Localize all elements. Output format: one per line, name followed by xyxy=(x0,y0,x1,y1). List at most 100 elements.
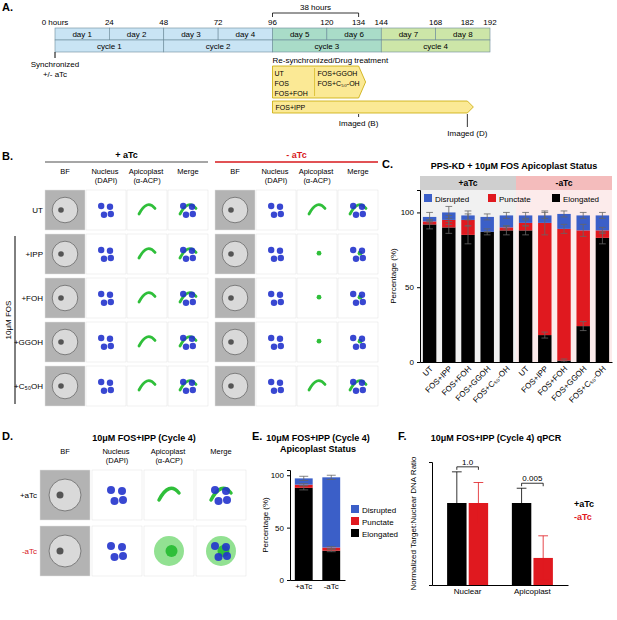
error-cap xyxy=(522,219,529,220)
error-cap xyxy=(299,485,308,486)
tick-label: 50 xyxy=(275,524,284,533)
error-cap xyxy=(522,218,529,219)
error-cap xyxy=(299,485,308,486)
nucleus xyxy=(271,212,277,218)
nucleus xyxy=(190,387,196,393)
micrograph-frame xyxy=(215,278,255,318)
treatment-label: FOS xyxy=(275,80,290,87)
micrograph xyxy=(215,234,255,274)
micrograph xyxy=(45,234,85,274)
nucleus xyxy=(215,553,223,561)
micrograph-frame xyxy=(256,322,296,362)
error-cap xyxy=(522,234,529,235)
apicoplast xyxy=(139,293,155,302)
treatment-label: UT xyxy=(275,70,285,77)
nucleus xyxy=(353,300,359,306)
error-cap xyxy=(445,218,452,219)
apicoplast xyxy=(139,337,155,346)
nucleus xyxy=(183,256,189,262)
chart: +aTc-aTc050100UTFOS+IPPFOS+FOHFOS+GGOHFO… xyxy=(389,161,613,405)
micrographs-b: + aTcBFNucleus (DAPI)Apicoplast (α-ACP)M… xyxy=(4,150,378,406)
error-cap xyxy=(426,222,433,223)
micrograph-frame xyxy=(256,190,296,230)
days-label: day 4 xyxy=(236,30,256,39)
error-cap xyxy=(465,219,472,220)
error-line xyxy=(564,224,565,233)
nucleus xyxy=(101,256,107,262)
tick: 0 xyxy=(280,576,290,585)
error-line xyxy=(506,212,507,218)
error-bar xyxy=(299,484,308,486)
cell-feature xyxy=(228,295,234,301)
nucleus xyxy=(101,344,107,350)
nucleus xyxy=(350,291,356,297)
panel-letter: E. xyxy=(252,430,262,442)
error-line xyxy=(487,214,488,220)
micrograph-frame xyxy=(215,366,255,406)
cell-outline xyxy=(52,373,78,399)
error-bar xyxy=(299,486,308,490)
nucleus xyxy=(271,344,277,350)
annotation: 0.005 xyxy=(522,474,543,483)
error-cap xyxy=(503,225,510,226)
micrograph-frame xyxy=(338,322,378,362)
nucleus xyxy=(350,335,356,341)
error-line xyxy=(564,359,565,362)
divider xyxy=(314,68,315,96)
channel-label: Merge xyxy=(210,447,231,456)
nucleus xyxy=(108,343,114,349)
error-bar xyxy=(426,212,433,221)
tick-label: 0 xyxy=(280,576,285,585)
error-cap xyxy=(538,535,548,536)
legend-label: Elongated xyxy=(362,530,398,539)
micrograph xyxy=(338,322,378,362)
micrograph-frame xyxy=(168,322,208,362)
apicoplast xyxy=(139,381,155,390)
nucleus xyxy=(180,247,186,253)
nucleus xyxy=(271,300,277,306)
error-cap xyxy=(561,362,568,363)
micrograph xyxy=(92,470,142,520)
group-label: -aTc xyxy=(556,178,573,188)
cell-feature xyxy=(58,383,64,389)
treatment-title: Re-synchronized/Drug treatment xyxy=(273,56,389,65)
error-bar xyxy=(561,211,568,217)
nucleus xyxy=(223,552,231,560)
error-cap xyxy=(327,479,336,480)
tick-label: Apicoplast xyxy=(514,587,552,596)
nucleus xyxy=(107,292,113,298)
micrograph-frame xyxy=(168,278,208,318)
plot-marks xyxy=(295,475,340,580)
error-bar xyxy=(503,226,510,229)
error-cap xyxy=(541,210,548,211)
condition-header: - aTc xyxy=(286,150,306,160)
nucleus xyxy=(98,203,104,209)
nucleus xyxy=(107,380,113,386)
nucleus xyxy=(359,248,365,254)
micrographs-d: 10μM FOS+IPP (Cycle 4)BFNucleus (DAPI)Ap… xyxy=(20,433,246,576)
error-cap xyxy=(599,227,606,228)
apicoplast xyxy=(166,545,178,557)
label-line: BF xyxy=(230,167,240,176)
error-cap xyxy=(465,243,472,244)
days-block xyxy=(436,28,490,40)
error-bar xyxy=(538,536,548,580)
nucleus xyxy=(107,336,113,342)
error-cap xyxy=(445,233,452,234)
micrograph-frame xyxy=(338,190,378,230)
legend-label: Punctate xyxy=(499,195,531,204)
cell-feature xyxy=(58,251,64,257)
nucleus xyxy=(278,255,284,261)
cell-feature xyxy=(57,548,64,555)
error-cap xyxy=(327,551,336,552)
error-cap xyxy=(474,523,484,524)
error-cap xyxy=(484,234,491,235)
imaged-label: Imaged (D) xyxy=(447,129,487,138)
legend-swatch xyxy=(351,529,359,537)
nucleus xyxy=(278,387,284,393)
micrograph-frame xyxy=(256,366,296,406)
label-line: (α-ACP) xyxy=(303,176,331,185)
micrograph xyxy=(168,278,208,318)
micrograph xyxy=(215,366,255,406)
micrograph-frame xyxy=(168,190,208,230)
